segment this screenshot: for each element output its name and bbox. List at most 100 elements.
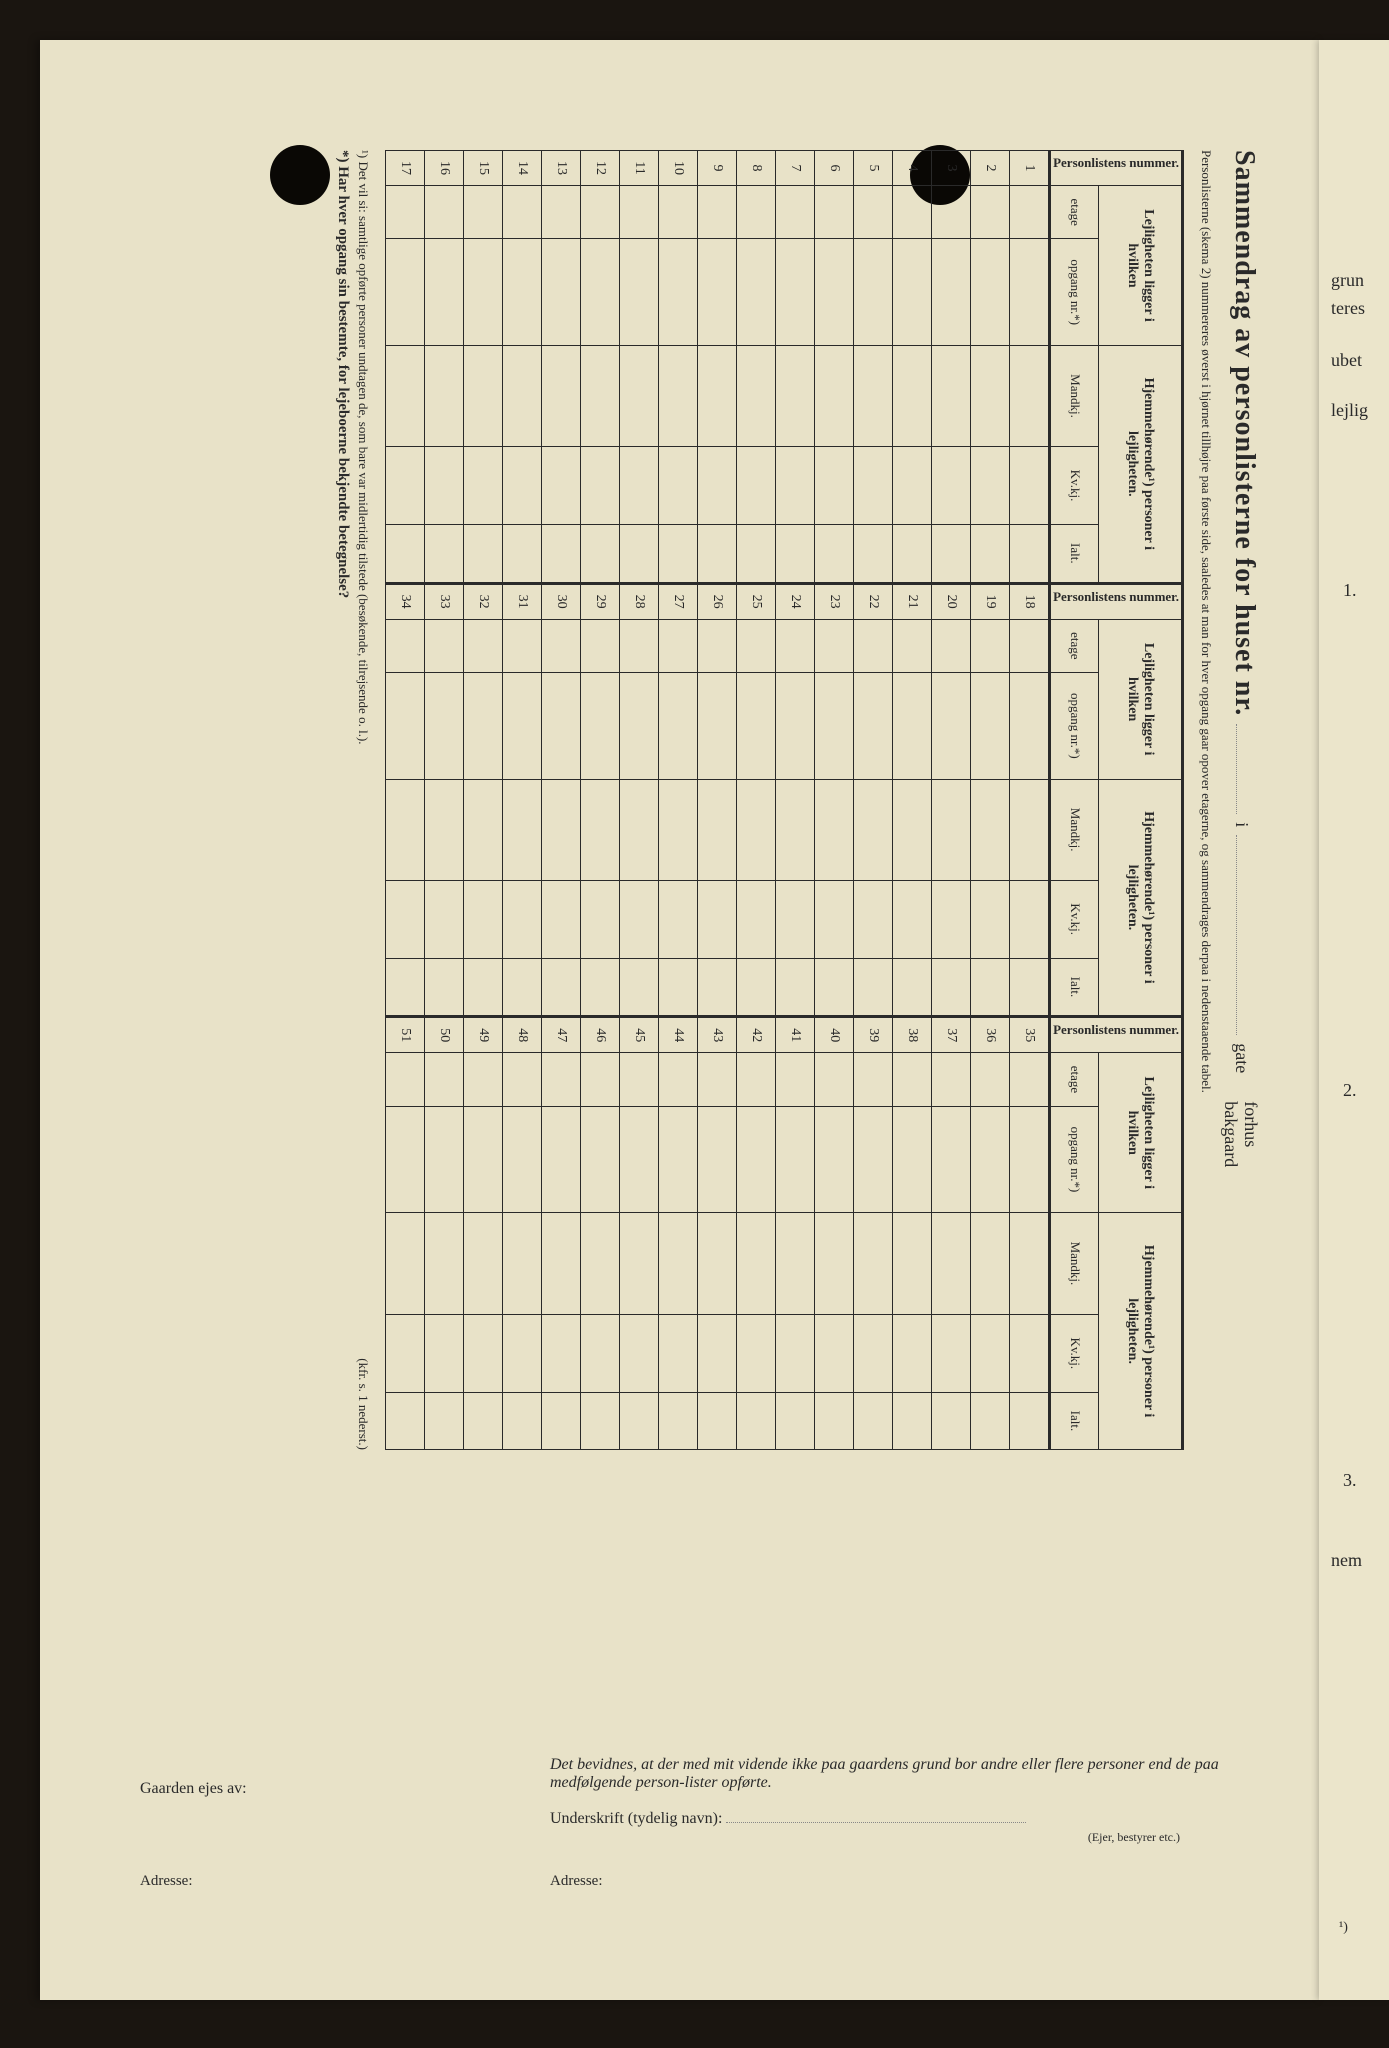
cell — [1010, 239, 1050, 346]
cell — [464, 779, 503, 880]
cell — [464, 1314, 503, 1392]
col-kvkj: Kv.kj. — [1050, 880, 1099, 958]
row-number: 45 — [620, 1017, 659, 1053]
table-row: 82542 — [737, 151, 776, 1450]
cell — [737, 524, 776, 583]
table-row: 21936 — [971, 151, 1010, 1450]
cell — [503, 1392, 542, 1449]
frag: ¹) — [1339, 1920, 1348, 1936]
cell — [971, 524, 1010, 583]
cell — [503, 1213, 542, 1314]
cell — [659, 1053, 698, 1106]
table-row: 153249 — [464, 151, 503, 1450]
cell — [932, 447, 971, 525]
cell — [620, 880, 659, 958]
cell — [776, 958, 815, 1017]
row-number: 33 — [425, 583, 464, 619]
cell — [893, 1053, 932, 1106]
col-personlistens: Personlistens nummer. — [1050, 1017, 1183, 1053]
cell — [1010, 1392, 1050, 1449]
cell — [737, 1314, 776, 1392]
cell — [542, 880, 581, 958]
frag: 3. — [1343, 1470, 1357, 1491]
cell — [659, 186, 698, 239]
cell — [386, 619, 425, 672]
row-number: 20 — [932, 583, 971, 619]
table-row: 52239 — [854, 151, 893, 1450]
row-number: 36 — [971, 1017, 1010, 1053]
cell — [464, 1392, 503, 1449]
cell — [581, 958, 620, 1017]
row-number: 28 — [620, 583, 659, 619]
table-row: 32037 — [932, 151, 971, 1450]
cell — [893, 1106, 932, 1213]
cell — [1010, 880, 1050, 958]
footnotes: ¹) Det vil si: samtlige opførte personer… — [335, 150, 372, 1450]
table-row: 173451 — [386, 151, 425, 1450]
table-row: 122946 — [581, 151, 620, 1450]
row-number: 32 — [464, 583, 503, 619]
cell — [659, 239, 698, 346]
cell — [503, 958, 542, 1017]
cell — [659, 779, 698, 880]
row-number: 47 — [542, 1017, 581, 1053]
cell — [386, 186, 425, 239]
row-number: 3 — [932, 151, 971, 186]
cell — [542, 1213, 581, 1314]
cell — [386, 779, 425, 880]
cell — [464, 619, 503, 672]
cell — [893, 345, 932, 446]
row-number: 40 — [815, 1017, 854, 1053]
cell — [659, 447, 698, 525]
cell — [932, 186, 971, 239]
cell — [464, 239, 503, 346]
cell — [815, 1213, 854, 1314]
cell — [1010, 673, 1050, 780]
cell — [932, 1053, 971, 1106]
cell — [1010, 1053, 1050, 1106]
row-number: 6 — [815, 151, 854, 186]
cell — [737, 447, 776, 525]
cell — [815, 447, 854, 525]
cell — [620, 1213, 659, 1314]
cell — [581, 524, 620, 583]
row-number: 18 — [1010, 583, 1050, 619]
cell — [659, 673, 698, 780]
row-number: 41 — [776, 1017, 815, 1053]
cell — [971, 447, 1010, 525]
cell — [425, 447, 464, 525]
cell — [893, 880, 932, 958]
cell — [581, 779, 620, 880]
cell — [932, 779, 971, 880]
cell — [620, 673, 659, 780]
cell — [620, 1314, 659, 1392]
cell — [1010, 524, 1050, 583]
table-row: 102744 — [659, 151, 698, 1450]
cell — [1010, 1106, 1050, 1213]
cell — [776, 779, 815, 880]
cell — [542, 345, 581, 446]
col-personlistens: Personlistens nummer. — [1050, 151, 1183, 186]
row-number: 46 — [581, 1017, 620, 1053]
cell — [659, 524, 698, 583]
fn1-text: Det vil si: samtlige opførte personer un… — [357, 161, 372, 744]
cell — [698, 958, 737, 1017]
cell — [503, 1106, 542, 1213]
cell — [776, 619, 815, 672]
cell — [854, 673, 893, 780]
cell — [737, 345, 776, 446]
table-row: 42138 — [893, 151, 932, 1450]
cell — [659, 958, 698, 1017]
col-etage: etage — [1050, 619, 1099, 672]
table-row: 72441 — [776, 151, 815, 1450]
title-i: i — [1232, 822, 1252, 827]
col-hjemme: Hjemmehørende¹) personer i lejligheten. — [1099, 1213, 1183, 1450]
cell — [698, 779, 737, 880]
cell — [386, 447, 425, 525]
cell — [464, 524, 503, 583]
cell — [620, 779, 659, 880]
cell — [386, 239, 425, 346]
frag: teres — [1331, 298, 1365, 319]
frag: grun — [1331, 270, 1364, 291]
row-number: 38 — [893, 1017, 932, 1053]
